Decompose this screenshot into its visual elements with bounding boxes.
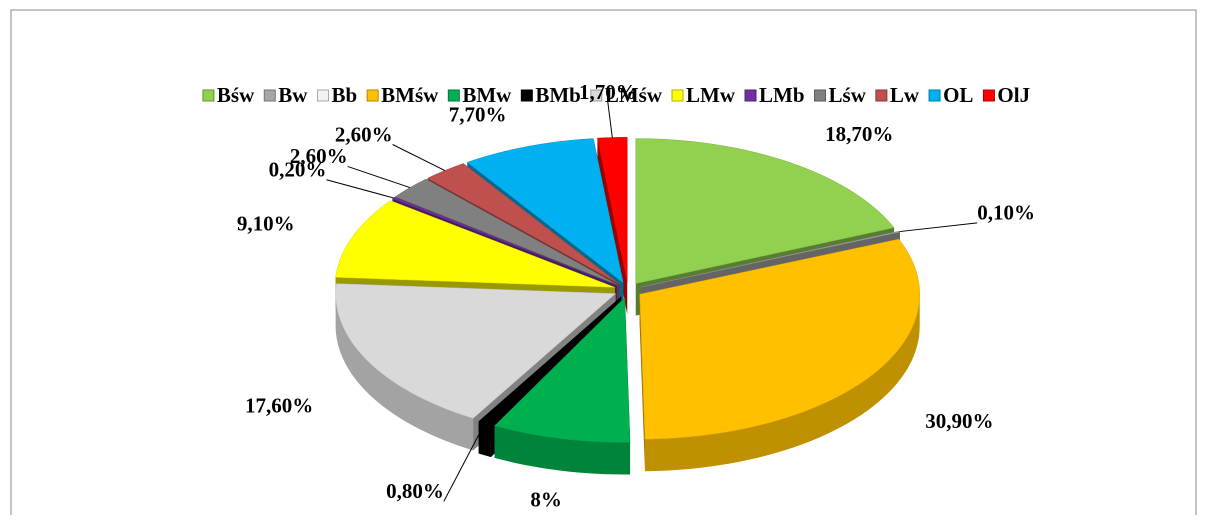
legend-swatch [520,89,533,102]
slice [635,138,895,284]
legend-swatch [202,89,215,102]
data-label: 8% [530,487,562,511]
leader-line [392,144,446,171]
slice [335,283,617,419]
legend-swatch [744,89,757,102]
legend-label: BMw [462,83,512,107]
legend-label: OL [943,83,973,107]
legend-label: Lw [890,83,920,107]
slice-side [478,421,491,458]
slice [394,178,618,286]
legend-swatch [366,89,379,102]
slice-group [494,296,631,475]
slice [335,200,615,288]
legend-label: LMw [686,83,736,107]
leader-line [347,165,411,189]
slice [427,163,620,285]
slice [494,296,631,443]
leader-line [443,423,486,502]
slice [597,137,628,283]
legend: Bśw Bw Bb BMśw BMw BMb LMśw LMw LMb Lśw Lw OL OlJ [202,83,1030,107]
data-label: 2,60% [290,144,348,168]
slice [466,138,624,284]
legend-label: Bw [278,83,308,107]
legend-label: OlJ [997,83,1030,107]
slice [478,296,622,426]
legend-swatch [671,89,684,102]
leader-line [326,179,394,199]
data-label: 0,10% [977,201,1035,225]
leader-line [607,102,613,138]
legend-label: Bb [331,83,357,107]
legend-swatch [928,89,941,102]
legend-swatch [263,89,276,102]
legend-label: LMśw [605,83,663,107]
legend-label: Bśw [217,83,255,107]
legend-swatch [875,89,888,102]
slice [639,238,920,440]
data-label: 9,10% [237,212,295,236]
data-label: 0,80% [386,479,444,503]
slice-side [335,293,474,451]
data-label: 2,60% [335,122,393,146]
leader-line [899,222,978,233]
legend-swatch [590,89,603,102]
data-label: 18,70% [825,122,893,146]
slice-side [644,294,920,472]
legend-label: BMśw [381,83,439,107]
legend-swatch [447,89,460,102]
slice-side [639,294,645,472]
legend-label: LMb [759,83,805,107]
data-label: 7,70% [449,102,507,126]
legend-swatch [982,89,995,102]
data-label: 17,60% [245,394,313,418]
data-label: 1,70% [579,80,637,104]
data-label: 0,20% [269,158,327,182]
slice-side [494,425,631,475]
legend-swatch [814,89,827,102]
chart-frame [10,9,1197,520]
legend-label: BMb [535,83,581,107]
slice-group [639,238,920,472]
data-label: 30,90% [925,409,993,433]
legend-swatch [316,89,329,102]
legend-label: Lśw [829,83,867,107]
